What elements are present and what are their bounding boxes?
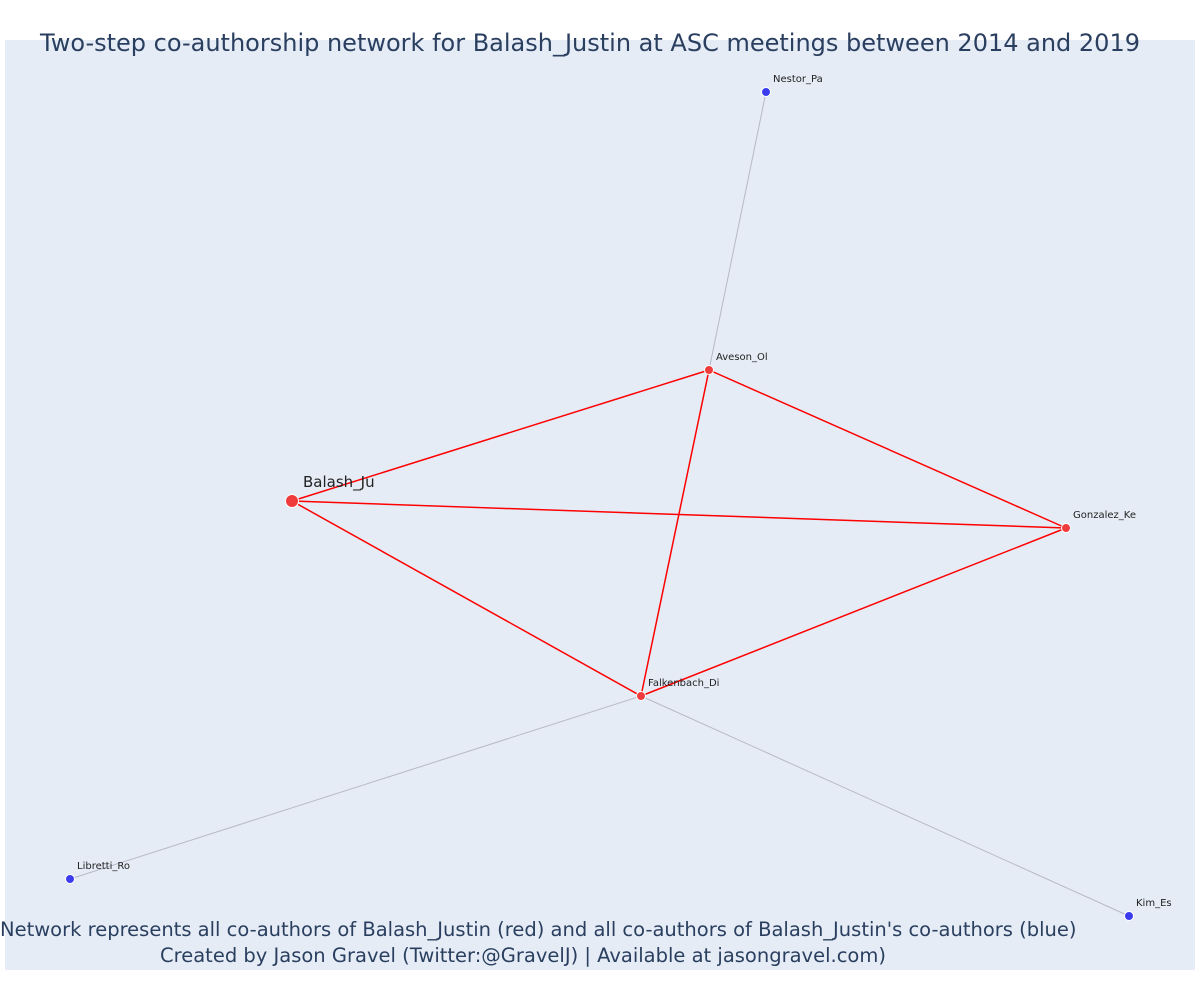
edge-Falkenbach_Di-Libretti_Ro	[69, 695, 642, 880]
edge-Aveson_Ol-Falkenbach_Di	[640, 369, 710, 697]
node-label-Gonzalez_Ke: Gonzalez_Ke	[1073, 510, 1136, 521]
edge-Balash_Ju-Aveson_Ol	[291, 369, 710, 502]
node-label-Kim_Es: Kim_Es	[1136, 898, 1172, 909]
node-Gonzalez_Ke[interactable]	[1061, 523, 1071, 533]
edge-Balash_Ju-Falkenbach_Di	[291, 500, 642, 697]
node-Falkenbach_Di[interactable]	[636, 691, 646, 701]
node-label-Balash_Ju: Balash_Ju	[303, 473, 375, 492]
labels-layer: Balash_Ju Aveson_Ol Gonzalez_Ke Falkenbach_…	[77, 74, 1172, 909]
plot-area	[5, 40, 1195, 970]
node-label-Libretti_Ro: Libretti_Ro	[77, 861, 130, 872]
caption-line-1: Network represents all co-authors of Bal…	[0, 918, 1077, 941]
nodes-layer	[65, 87, 1134, 921]
node-Aveson_Ol[interactable]	[704, 365, 714, 375]
edge-Falkenbach_Di-Kim_Es	[640, 695, 1130, 917]
caption-line-2: Created by Jason Gravel (Twitter:@Gravel…	[160, 944, 886, 967]
node-Libretti_Ro[interactable]	[65, 874, 75, 884]
node-label-Aveson_Ol: Aveson_Ol	[716, 352, 768, 363]
node-Kim_Es[interactable]	[1124, 911, 1134, 921]
node-label-Nestor_Pa: Nestor_Pa	[773, 74, 823, 85]
edge-Gonzalez_Ke-Falkenbach_Di	[640, 527, 1067, 697]
edge-Aveson_Ol-Gonzalez_Ke	[708, 369, 1067, 529]
caption: Network represents all co-authors of Bal…	[0, 917, 1077, 969]
node-Nestor_Pa[interactable]	[761, 87, 771, 97]
chart-title: Two-step co-authorship network for Balas…	[40, 29, 1140, 57]
edge-Aveson_Ol-Nestor_Pa	[708, 91, 767, 371]
node-Balash_Ju[interactable]	[285, 494, 299, 508]
node-label-Falkenbach_Di: Falkenbach_Di	[648, 678, 719, 689]
edges-layer	[69, 91, 1130, 917]
